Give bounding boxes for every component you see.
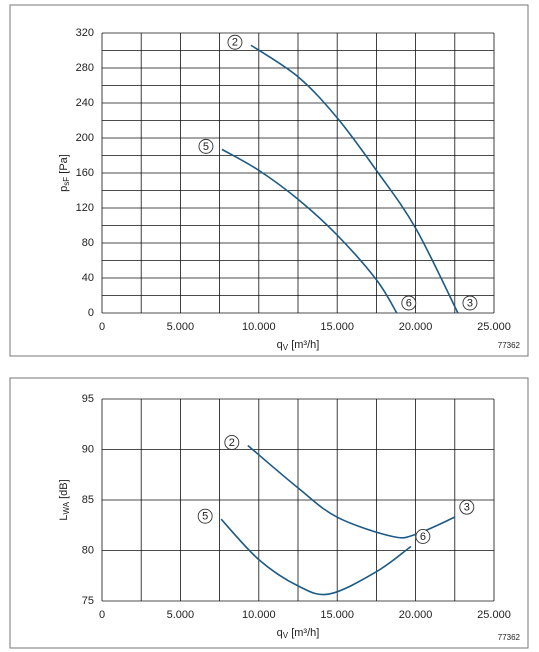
curve: [220, 518, 412, 596]
y-axis-label-part: WA: [62, 501, 71, 514]
x-tick-label: 25.000: [477, 609, 511, 621]
x-axis-label: qV [m³/h]: [277, 339, 320, 352]
y-tick-label: 40: [82, 272, 94, 284]
y-axis-label-part: [dB]: [58, 479, 70, 502]
y-tick-label: 240: [76, 97, 94, 109]
y-axis-label-part: p: [58, 186, 70, 192]
y-tick-label: 0: [88, 307, 94, 319]
x-axis-label-part: [m³/h]: [288, 339, 319, 351]
x-tick-label: 5.000: [167, 321, 195, 333]
y-tick-label: 80: [82, 237, 94, 249]
x-axis-label-part: V: [283, 631, 289, 640]
curve-marker-label: 2: [232, 37, 238, 49]
x-tick-label: 15.000: [320, 609, 354, 621]
y-axis-label-part: L: [58, 515, 70, 521]
curve: [221, 148, 398, 314]
x-axis-label-part: q: [277, 339, 283, 351]
curve: [250, 44, 459, 314]
y-axis-label-part: [Pa]: [58, 154, 70, 177]
y-tick-label: 90: [82, 443, 94, 455]
x-axis-label: qV [m³/h]: [277, 627, 320, 640]
curve-marker-label: 3: [464, 502, 470, 514]
curve-marker-circle: [401, 295, 417, 311]
figure-code: 77362: [498, 341, 521, 350]
y-tick-label: 85: [82, 494, 94, 506]
chart-frame: [9, 4, 529, 357]
curve-marker-label: 6: [420, 531, 426, 543]
curve-marker-circle: [459, 499, 475, 515]
x-tick-label: 0: [99, 609, 105, 621]
curve-marker-circle: [224, 435, 240, 450]
curve-marker-circle: [227, 34, 243, 50]
chart-frame: [9, 377, 529, 649]
curve-marker-label: 5: [202, 511, 208, 523]
curve-marker-label: 2: [229, 437, 235, 449]
curve-marker-circle: [462, 295, 478, 311]
x-tick-label: 20.000: [399, 609, 433, 621]
y-tick-label: 75: [82, 595, 94, 607]
y-tick-label: 80: [82, 544, 94, 556]
y-tick-label: 95: [82, 393, 94, 405]
x-tick-label: 10.000: [242, 321, 276, 333]
x-axis-label-part: [m³/h]: [288, 627, 319, 639]
y-axis-label: LWA [dB]: [58, 479, 71, 520]
x-tick-label: 25.000: [477, 321, 511, 333]
y-axis-label-part: sF: [62, 177, 71, 186]
x-axis-label-part: V: [283, 343, 289, 352]
curve: [247, 444, 456, 539]
x-axis-label-part: q: [277, 627, 283, 639]
curve-marker-circle: [415, 529, 431, 544]
curve-marker-label: 6: [406, 297, 412, 309]
y-tick-label: 280: [76, 62, 94, 74]
y-tick-label: 160: [76, 167, 94, 179]
y-tick-label: 320: [76, 27, 94, 39]
x-tick-label: 20.000: [399, 321, 433, 333]
y-tick-label: 120: [76, 202, 94, 214]
curve-marker-circle: [197, 508, 213, 524]
y-axis-label: psF [Pa]: [58, 154, 71, 192]
x-tick-label: 5.000: [167, 609, 195, 621]
curve-marker-label: 3: [467, 297, 473, 309]
figure-code: 77362: [498, 633, 521, 642]
curve-marker-label: 5: [203, 141, 209, 153]
curve-marker-circle: [198, 138, 214, 154]
x-tick-label: 0: [99, 321, 105, 333]
x-tick-label: 10.000: [242, 609, 276, 621]
x-tick-label: 15.000: [320, 321, 354, 333]
y-tick-label: 200: [76, 132, 94, 144]
